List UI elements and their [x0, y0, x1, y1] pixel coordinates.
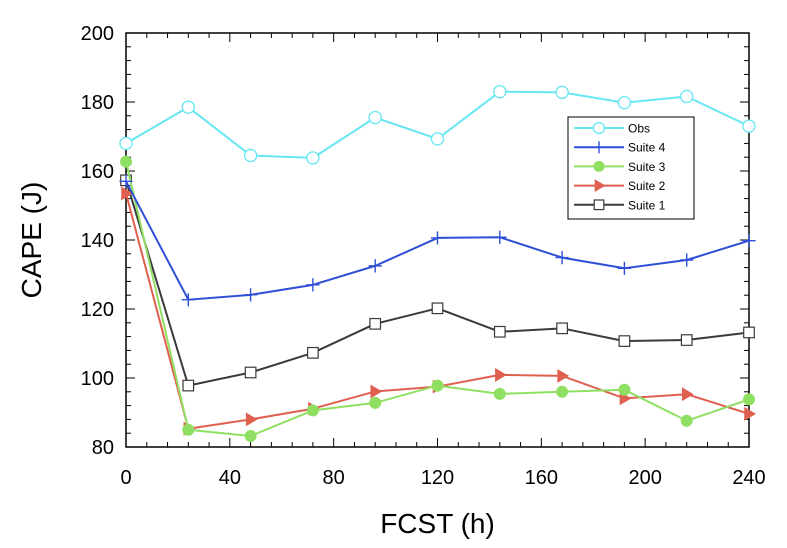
- data-point: [680, 414, 693, 427]
- y-tick-label: 140: [81, 230, 114, 252]
- x-tick-label: 120: [421, 467, 454, 489]
- series-suite-1: [120, 174, 755, 392]
- data-point: [244, 366, 257, 379]
- data-point: [370, 384, 383, 399]
- data-point: [742, 119, 756, 133]
- data-point: [369, 396, 382, 409]
- data-point: [306, 151, 320, 165]
- data-point: [119, 136, 133, 151]
- legend-marker: [593, 160, 605, 172]
- legend-label: Suite 2: [628, 179, 666, 193]
- series-group: [119, 84, 757, 442]
- legend-label: Suite 3: [628, 160, 666, 174]
- data-point: [618, 383, 631, 396]
- legend-entry: Suite 1: [574, 198, 666, 212]
- data-point: [245, 412, 258, 427]
- axis-tick-labels: 0 40 80 120 160 200 240 80 100 120 140 160 180 200: [81, 23, 766, 489]
- data-point: [680, 253, 694, 267]
- legend-label: Suite 1: [628, 198, 666, 212]
- data-point: [680, 334, 693, 346]
- x-tick-label: 240: [732, 467, 765, 489]
- data-point: [181, 293, 195, 307]
- y-tick-label: 100: [81, 368, 114, 390]
- series-suite-3: [120, 155, 755, 442]
- data-point: [493, 230, 507, 244]
- legend-entry: Suite 3: [574, 160, 666, 174]
- y-tick-label: 180: [81, 92, 114, 114]
- data-point: [369, 317, 382, 330]
- y-axis-title: CAPE (J): [16, 182, 47, 299]
- legend-marker: [594, 179, 606, 192]
- data-point: [368, 259, 382, 273]
- x-tick-label: 160: [525, 467, 558, 489]
- data-point: [495, 367, 507, 382]
- data-point: [120, 155, 132, 168]
- data-point: [744, 406, 757, 421]
- data-point: [618, 335, 631, 347]
- data-point: [431, 379, 444, 392]
- data-point: [306, 404, 319, 417]
- series-obs: [119, 84, 756, 165]
- data-point: [121, 186, 134, 201]
- data-point: [555, 85, 569, 100]
- data-point: [244, 429, 257, 442]
- data-point: [307, 346, 319, 359]
- data-point: [557, 369, 570, 383]
- data-point: [181, 100, 196, 114]
- data-point: [556, 322, 568, 335]
- data-point: [243, 148, 258, 163]
- legend-entry: Suite 2: [574, 179, 666, 193]
- data-point: [431, 302, 444, 315]
- data-point: [430, 132, 445, 146]
- legend-marker: [592, 121, 606, 135]
- data-point: [119, 174, 133, 188]
- legend-marker: [593, 141, 605, 154]
- data-point: [182, 423, 195, 436]
- data-point: [493, 84, 507, 99]
- legend-entry: Suite 4: [574, 141, 666, 155]
- legend: Obs Suite 4 Suite 3 Suite 2 Suite 1: [567, 116, 695, 220]
- data-point: [681, 387, 694, 402]
- data-point: [555, 250, 569, 265]
- legend-label: Obs: [628, 122, 650, 136]
- y-tick-label: 160: [81, 161, 114, 183]
- data-point: [617, 95, 632, 110]
- data-point: [493, 387, 506, 400]
- data-point: [743, 393, 755, 406]
- data-point: [493, 325, 506, 338]
- legend-marker: [593, 199, 605, 211]
- series-suite-4: [119, 174, 756, 307]
- x-tick-label: 0: [120, 467, 131, 489]
- legend-box: [567, 116, 695, 220]
- x-axis-title: FCST (h): [380, 508, 495, 539]
- data-point: [244, 288, 258, 302]
- data-point: [182, 379, 195, 392]
- legend-entry: Obs: [574, 122, 650, 136]
- legend-label: Suite 4: [628, 141, 666, 155]
- data-point: [680, 89, 694, 104]
- data-point: [617, 261, 631, 275]
- data-point: [430, 231, 445, 245]
- x-tick-label: 80: [323, 467, 345, 489]
- data-point: [556, 385, 569, 398]
- y-tick-label: 80: [92, 437, 114, 459]
- y-tick-label: 200: [81, 23, 114, 45]
- x-tick-label: 200: [628, 467, 661, 489]
- data-point: [368, 110, 382, 125]
- y-tick-label: 120: [81, 299, 114, 321]
- x-tick-label: 40: [219, 467, 241, 489]
- data-point: [743, 326, 755, 339]
- data-point: [742, 234, 756, 248]
- data-point: [306, 278, 320, 292]
